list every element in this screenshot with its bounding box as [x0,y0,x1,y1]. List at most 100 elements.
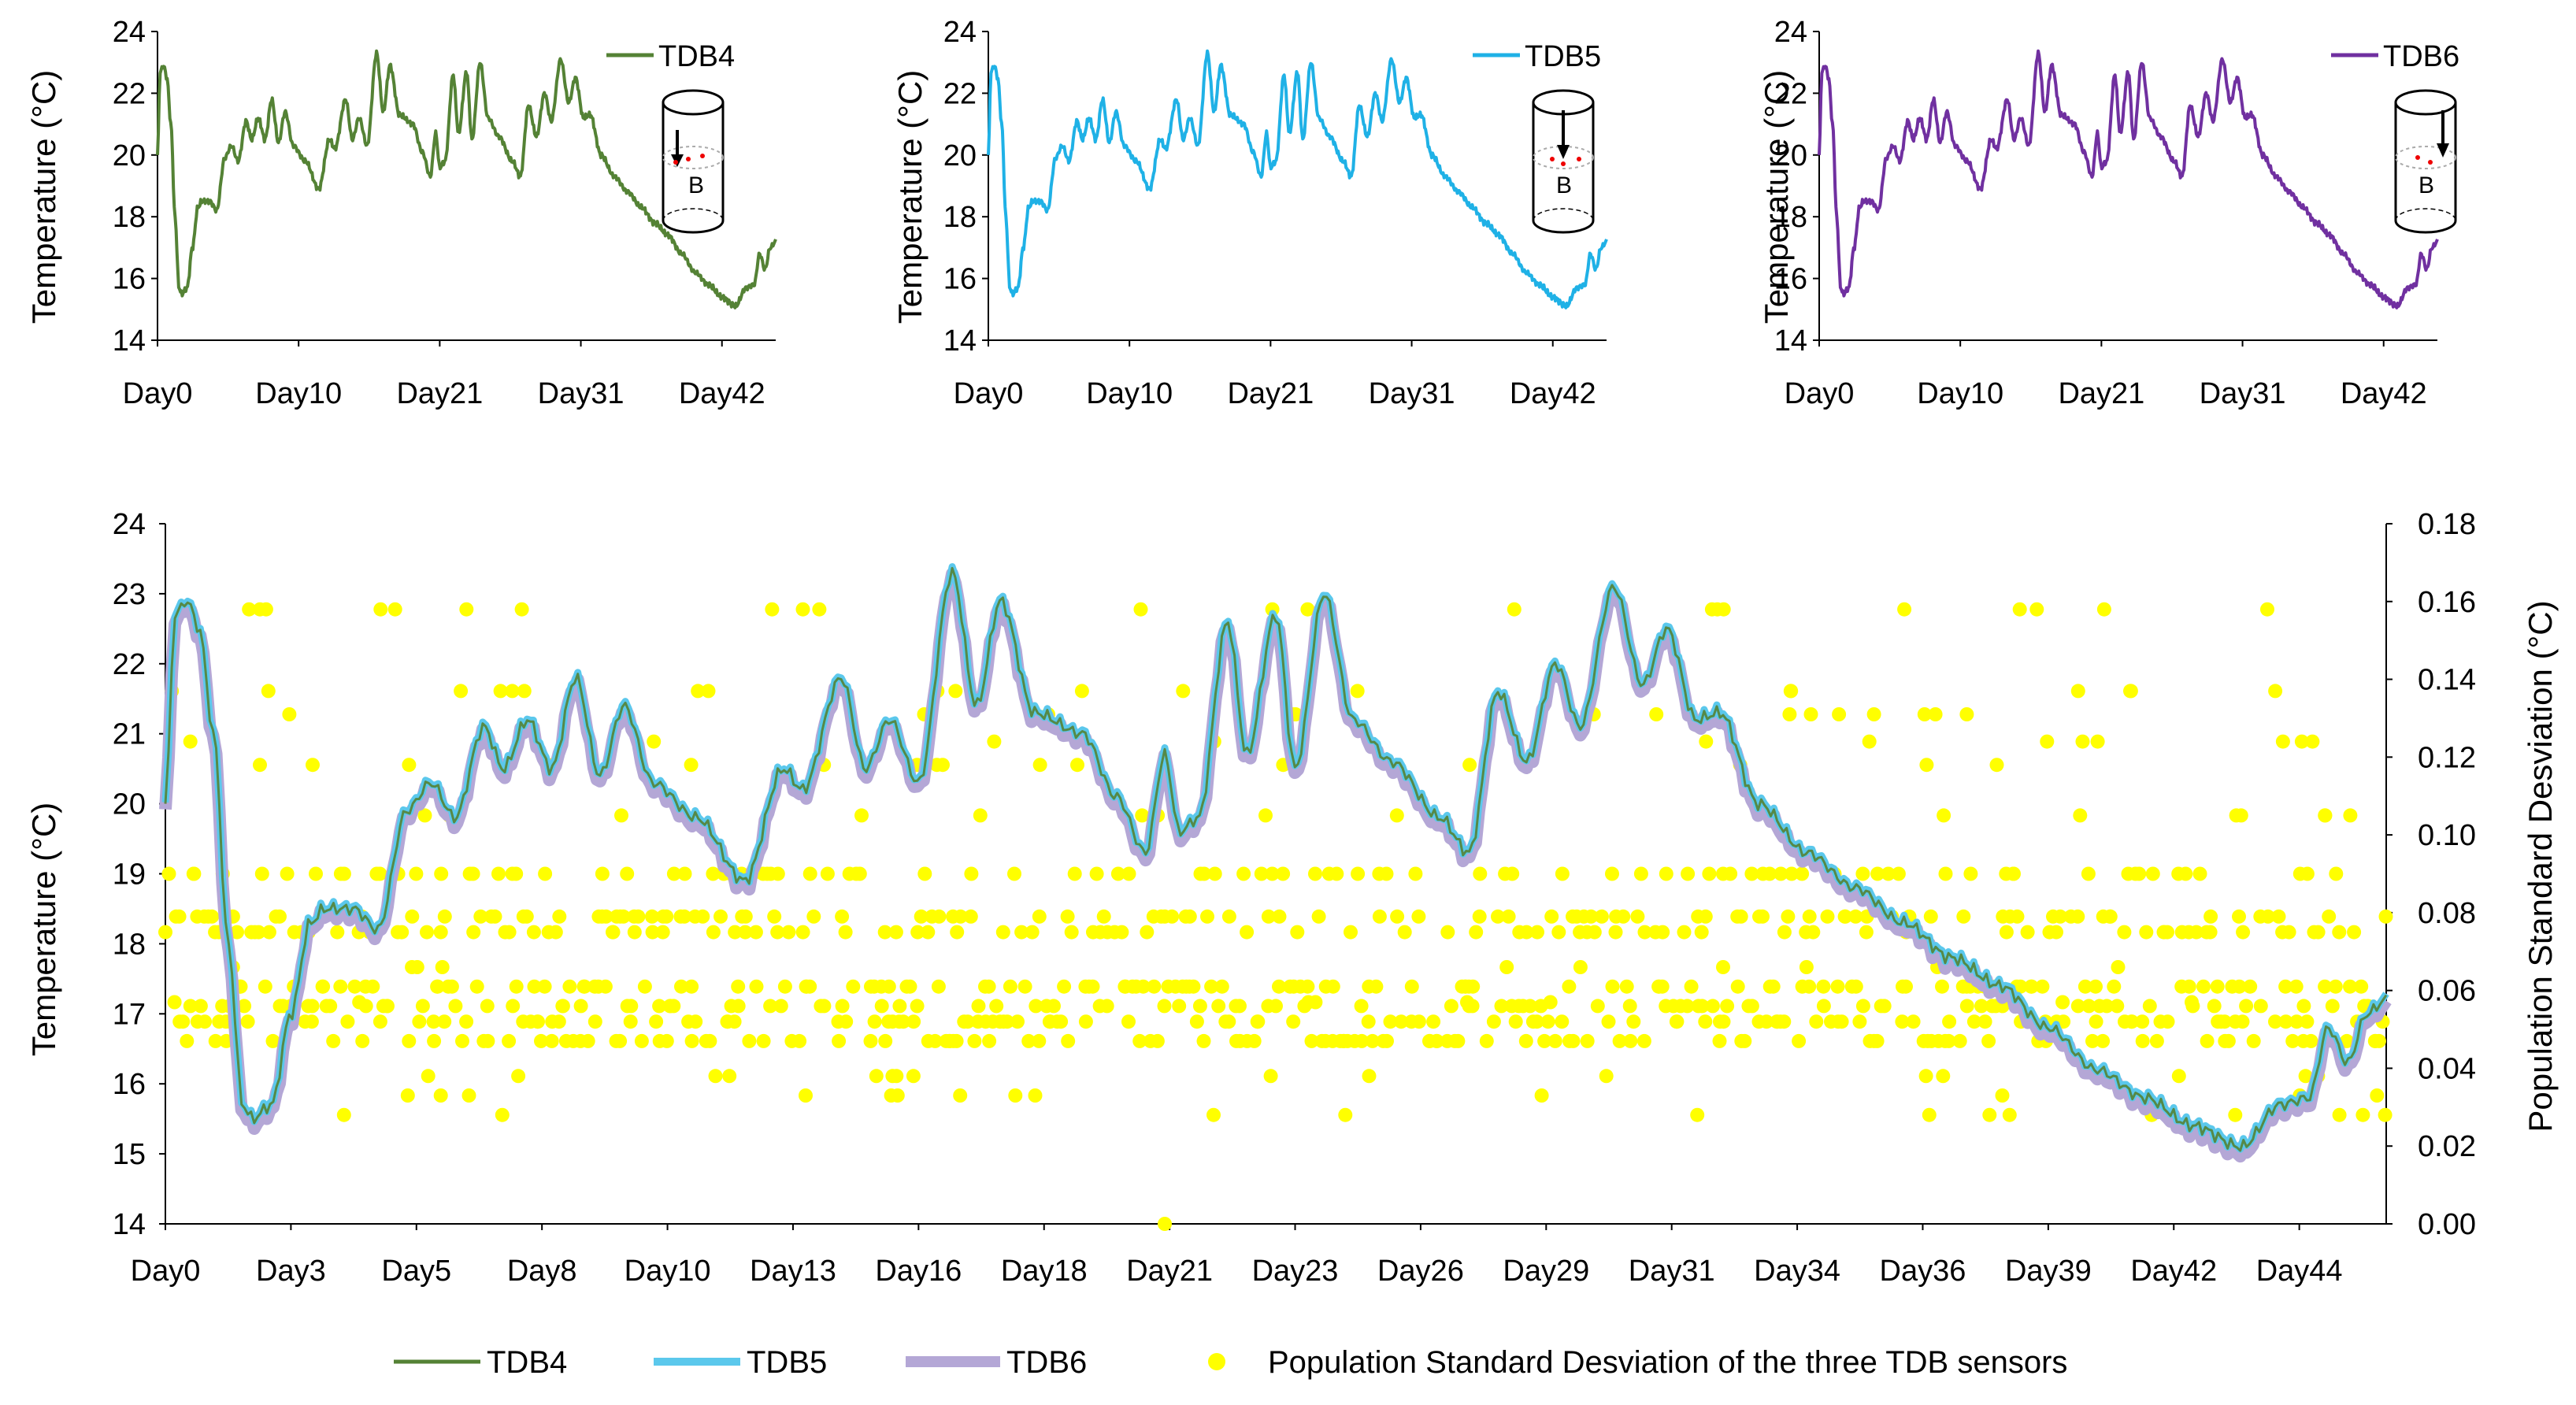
std-point [2055,995,2070,1010]
std-point [2260,909,2275,924]
std-point [1196,1033,1211,1048]
std-point [1941,1033,1956,1048]
std-point [1017,979,1032,994]
std-point [400,1088,415,1103]
std-point [910,925,925,940]
std-point [2203,909,2218,924]
std-point [1404,979,1419,994]
x-tick-labels: Day0 Day3 Day5 Day8 Day10 Day13 Day16 Day18 Day2… [131,1224,2343,1288]
y-tick-label: 17 [113,998,146,1031]
std-point [434,866,449,881]
std-point [2268,684,2283,699]
std-point [1690,1107,1705,1122]
x-tick-label: Day8 [507,1255,577,1288]
std-point [795,925,810,940]
std-point [2135,1014,2150,1029]
std-point [253,602,268,617]
std-point [1362,1069,1377,1084]
std-point [1716,960,1730,974]
std-point [1806,925,1821,940]
std-point [347,979,362,994]
std-point [562,979,577,994]
std-point [749,979,764,994]
std-point [722,1069,737,1084]
plot-area [1818,49,2439,310]
std-point [2040,734,2055,749]
std-point [1584,909,1599,924]
std-point [2110,999,2125,1014]
std-point [405,909,420,924]
y-tick-label: 23 [113,578,146,611]
std-point [548,925,563,940]
std-point [869,1069,884,1084]
std-point [620,866,635,881]
std-point [863,1033,878,1048]
std-point [410,960,424,974]
std-point [1670,1014,1685,1029]
std-point [573,999,588,1014]
std-point [1723,866,1738,881]
std-point [1891,866,1906,881]
std-point [2378,909,2393,924]
std-point [888,925,903,940]
y-tick-label: 15 [113,1138,146,1171]
std-point [2285,1033,2300,1048]
std-point [1200,909,1214,924]
std-point [352,995,367,1010]
std-point [2300,866,2315,881]
std-point [495,1107,510,1122]
std-point [355,1033,370,1048]
x-tick-label: Day10 [255,377,342,410]
std-point [1089,866,1104,881]
std-point [677,866,692,881]
std-point [2217,1014,2232,1029]
legend-label: TDB6 [2383,40,2459,73]
x-tick-label: Day44 [2256,1255,2343,1288]
std-point [2347,925,2362,940]
std-point [514,602,529,617]
std-point [1694,925,1709,940]
axes [1818,32,2437,341]
std-point [1060,909,1075,924]
y-tick-label: 18 [113,201,146,234]
std-point [415,999,430,1014]
std-point [2085,1033,2100,1048]
std-point [534,1033,548,1048]
axes [988,32,1607,341]
std-point [2171,1069,2186,1084]
std-point [614,808,628,823]
y-tick-label: 16 [113,263,146,296]
std-point [1852,1014,1867,1029]
std-point [1895,1014,1910,1029]
std-point [1325,979,1340,994]
std-point [552,909,567,924]
std-point [2139,925,2154,940]
y2-tick-label: 0.08 [2418,897,2476,930]
std-point [1451,1033,1466,1048]
x-tick-label: Day42 [679,377,765,410]
std-point [1197,866,1211,881]
y-axis-title: Temperature (°C) [1758,70,1795,324]
x-tick-label: Day21 [1126,1255,1213,1288]
std-point [989,999,1004,1014]
legend-label: Population Standard Desviation of the th… [1268,1345,2067,1380]
x-tick-label: Day0 [1785,377,1855,410]
std-point [373,1014,387,1029]
std-point [731,979,746,994]
std-point [1599,1069,1614,1084]
std-point [1659,866,1673,881]
std-point [1261,909,1276,924]
std-point [1820,909,1835,924]
std-point [1834,1014,1849,1029]
std-point [427,1033,442,1048]
inset-label: B [1556,172,1572,198]
std-point [176,1014,191,1029]
std-point [1530,925,1544,940]
std-point [1338,1107,1353,1122]
std-point [1121,1014,1136,1029]
std-point [1133,602,1148,617]
std-point [421,1069,436,1084]
std-point [1716,1014,1731,1029]
std-point [1397,925,1412,940]
